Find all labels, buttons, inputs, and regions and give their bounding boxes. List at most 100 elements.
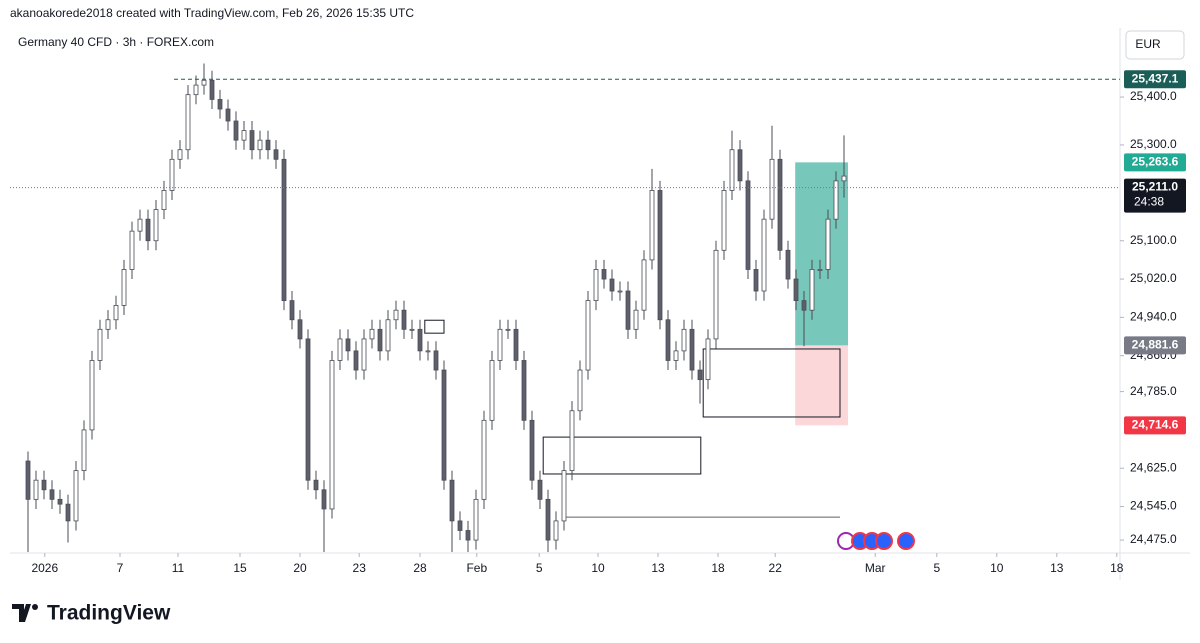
candle-body (121, 269, 127, 306)
candle-body (833, 180, 839, 220)
x-tick-label: 15 (233, 561, 247, 575)
x-tick-label: 28 (413, 561, 427, 575)
candle-body (25, 460, 31, 500)
currency-box[interactable] (1125, 30, 1185, 60)
current-price-label: 25,211.0 (1132, 180, 1178, 194)
price-label: 25,437.1 (1132, 71, 1179, 85)
candle-body (457, 520, 463, 531)
candle-body (601, 269, 607, 280)
x-tick-label: 5 (933, 561, 940, 575)
event-icon[interactable] (875, 532, 893, 550)
candle-body (537, 479, 543, 500)
candle-body (553, 520, 559, 541)
x-tick-label: 7 (117, 561, 124, 575)
candle-body (753, 269, 759, 292)
candle-body (385, 319, 391, 352)
position-profit (795, 162, 848, 346)
y-tick-label: 24,625.0 (1130, 460, 1177, 474)
candle-body (105, 319, 111, 330)
price-label-bg (1124, 416, 1186, 435)
candle-body (817, 269, 823, 271)
candle-body (113, 304, 119, 321)
candle-body (521, 360, 527, 421)
candle-body (353, 350, 359, 371)
y-tick-label: 24,545.0 (1130, 499, 1177, 513)
candle-body (249, 130, 255, 151)
candle-body (369, 328, 375, 340)
candle-body (193, 84, 199, 96)
candle-body (233, 120, 239, 141)
candle-body (313, 479, 319, 491)
candle-body (297, 319, 303, 340)
candle-body (401, 309, 407, 330)
candle-body (33, 479, 39, 500)
candle-body (153, 209, 159, 242)
candle-body (337, 338, 343, 361)
candle-body (737, 149, 743, 182)
candle-body (529, 419, 535, 481)
candle-body (713, 249, 719, 340)
candle-body (345, 338, 351, 352)
candle-body (201, 79, 207, 86)
candle-body (433, 350, 439, 371)
candle-body (49, 489, 55, 500)
candle-body (393, 309, 399, 321)
candle-body (257, 139, 263, 151)
x-tick-label: 23 (353, 561, 367, 575)
candle-body (377, 328, 383, 352)
candle-body (793, 278, 799, 301)
y-tick-label: 25,100.0 (1130, 233, 1177, 247)
candle-body (65, 503, 71, 522)
x-tick-label: 18 (1110, 561, 1124, 575)
x-tick-label: 20 (293, 561, 307, 575)
candle-body (777, 158, 783, 251)
price-label: 24,881.6 (1132, 338, 1179, 352)
candle-body (409, 328, 415, 331)
candle-body (769, 158, 775, 220)
candle-body (497, 328, 503, 361)
candle-body (177, 149, 183, 160)
x-tick-label: 10 (591, 561, 605, 575)
event-icon[interactable] (897, 532, 915, 550)
candle-body (137, 218, 143, 232)
candle-body (761, 218, 767, 292)
candle-body (329, 360, 335, 510)
candle-body (545, 498, 551, 541)
y-tick-label: 25,300.0 (1130, 137, 1177, 151)
price-label-bg (1124, 153, 1186, 172)
x-tick-label: 13 (1050, 561, 1064, 575)
candle-body (657, 190, 663, 321)
candle-body (609, 278, 615, 292)
price-label-bg (1124, 70, 1186, 89)
x-tick-label: 5 (536, 561, 543, 575)
x-tick-label: Feb (466, 561, 487, 575)
x-tick-label: 22 (769, 561, 783, 575)
candle-body (825, 218, 831, 270)
candle-body (801, 300, 807, 311)
candle-body (665, 319, 671, 361)
candle-body (225, 108, 231, 122)
candle-body (561, 470, 567, 522)
logo: TradingView (12, 602, 171, 625)
candle-body (241, 130, 247, 141)
candle-body (465, 530, 471, 541)
candle-body (289, 300, 295, 321)
countdown: 24:38 (1134, 195, 1164, 209)
candle-body (689, 328, 695, 371)
candle-body (425, 350, 431, 353)
candle-body (305, 338, 311, 481)
candle-body (441, 369, 447, 481)
price-label: 24,714.6 (1132, 417, 1179, 431)
candle-body (481, 419, 487, 500)
candle-body (89, 360, 95, 431)
candle-body (513, 328, 519, 361)
currency[interactable]: EUR (1135, 37, 1161, 51)
logo-icon (12, 604, 31, 622)
candle-body (617, 290, 623, 293)
candle-body (265, 139, 271, 151)
y-tick-label: 25,400.0 (1130, 89, 1177, 103)
candle-body (505, 328, 511, 331)
candle-body (569, 410, 575, 472)
event-icons (837, 532, 915, 550)
